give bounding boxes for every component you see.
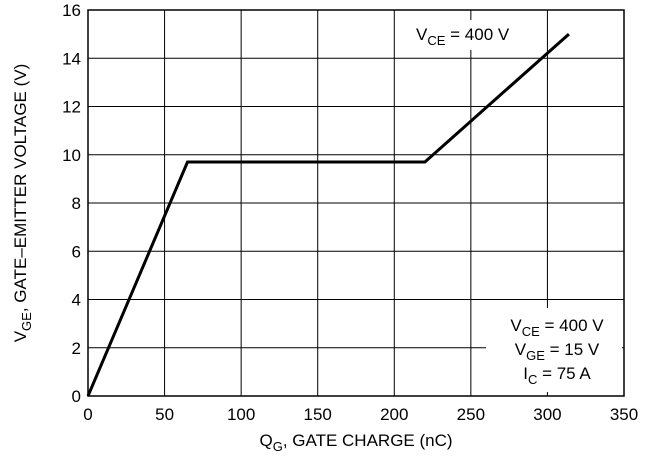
x-tick-label-200: 200 [380,405,408,424]
y-tick-label-14: 14 [62,49,81,68]
y-tick-label-0: 0 [72,387,81,406]
series-layer [86,32,570,397]
y-tick-label-6: 6 [72,242,81,261]
plot-frame [87,9,625,397]
y-tick-label-16: 16 [62,1,81,20]
x-tick-labels: 0 50 100 150 200 250 300 350 [83,405,638,424]
series-line-0 [86,32,570,397]
conditions-box: VCE = 400 V VGE = 15 V IC = 75 A [486,308,622,392]
y-tick-label-2: 2 [72,339,81,358]
x-tick-label-50: 50 [155,405,174,424]
x-tick-label-100: 100 [227,405,255,424]
y-tick-label-4: 4 [72,291,81,310]
x-tick-label-0: 0 [83,405,92,424]
y-tick-labels: 0 2 4 6 8 10 12 14 16 [62,1,81,406]
y-tick-label-8: 8 [72,194,81,213]
x-tick-label-350: 350 [610,405,638,424]
x-tick-label-250: 250 [457,405,485,424]
x-axis-title: QG, GATE CHARGE (nC) [259,431,452,454]
condition-vce: VCE = 400 V [510,316,604,339]
y-axis-title: VGE, GATE–EMITTER VOLTAGE (V) [11,64,34,343]
y-tick-label-12: 12 [62,98,81,117]
x-tick-label-150: 150 [304,405,332,424]
y-tick-label-10: 10 [62,146,81,165]
curve-label: VCE = 400 V [410,20,546,50]
condition-vge: VGE = 15 V [515,340,600,363]
x-tick-label-300: 300 [533,405,561,424]
curve-label-text: VCE = 400 V [416,25,510,48]
condition-ic: IC = 75 A [523,364,591,387]
